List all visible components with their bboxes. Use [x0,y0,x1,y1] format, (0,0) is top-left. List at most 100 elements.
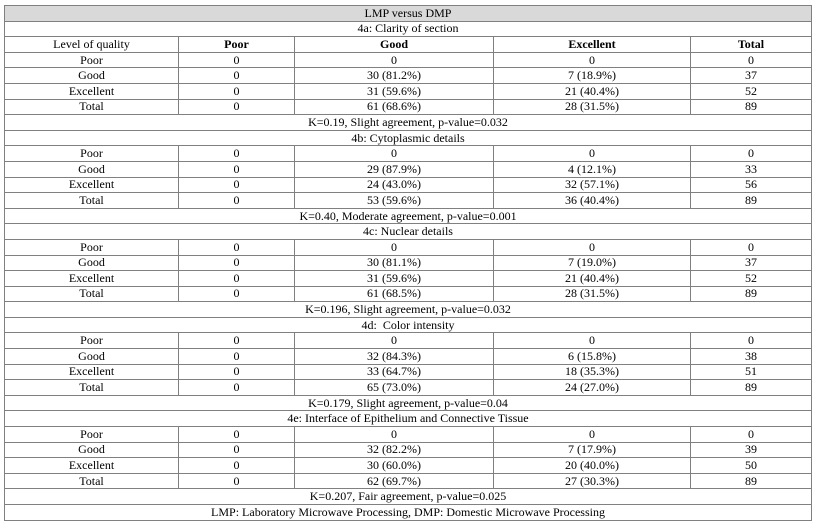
data-cell: 0 [178,67,295,84]
data-cell: 0 [689,51,813,69]
table-row: Poor 0 0 0 0 [4,51,813,69]
row-label: Excellent [4,82,179,100]
row-label: Total [4,192,179,209]
data-cell: 0 [178,270,295,287]
table-row: Poor 0 0 0 0 [4,145,813,162]
data-cell: 31 (59.6%) [294,82,494,100]
section-footer: K=0.196, Slight agreement, p-value=0.032 [3,301,813,318]
data-cell: 61 (68.5%) [294,285,494,303]
data-cell: 38 [689,348,813,365]
data-cell: 0 [294,51,494,69]
row-label: Excellent [4,176,179,194]
row-label: Poor [4,332,179,350]
data-cell: 62 (69.7%) [294,472,494,490]
table-row: LMP versus DMP [3,5,813,22]
data-cell: 30 (81.2%) [294,67,494,84]
data-cell: 0 [493,238,691,256]
data-cell: 0 [689,145,813,162]
data-cell: 32 (57.1%) [493,176,691,194]
data-cell: 51 [689,363,813,381]
row-label: Total [4,379,179,396]
table-row: LMP: Laboratory Microwave Processing, DM… [3,504,813,521]
data-cell: 89 [689,285,813,303]
row-label: Poor [4,51,179,69]
data-cell: 0 [178,145,295,162]
data-cell: 18 (35.3%) [493,363,691,381]
section-footer: K=0.19, Slight agreement, p-value=0.032 [3,114,813,131]
table-row: Poor 0 0 0 0 [4,238,813,256]
table-row: K=0.196, Slight agreement, p-value=0.032 [3,301,813,318]
data-cell: 0 [178,285,295,303]
table-row: 4c: Nuclear details [3,223,813,240]
data-cell: 0 [178,160,295,178]
table-row: Excellent 0 30 (60.0%) 20 (40.0%) 50 [4,457,813,474]
table-row: 4b: Cytoplasmic details [3,129,813,147]
table-body: LMP versus DMP 4a: Clarity of section Leve… [3,5,813,521]
table-row: Good 0 32 (82.2%) 7 (17.9%) 39 [4,441,813,459]
data-cell: 28 (31.5%) [493,285,691,303]
data-cell: 0 [178,254,295,272]
data-cell: 36 (40.4%) [493,192,691,209]
table-row: 4a: Clarity of section [3,20,813,38]
data-cell: 21 (40.4%) [493,82,691,100]
data-cell: 27 (30.3%) [493,472,691,490]
data-cell: 4 (12.1%) [493,160,691,178]
table-row: Level of quality Poor Good Excellent Total [4,36,813,53]
data-cell: 32 (82.2%) [294,441,494,459]
table-row: Excellent 0 33 (64.7%) 18 (35.3%) 51 [4,363,813,381]
data-cell: 29 (87.9%) [294,160,494,178]
data-cell: 7 (19.0%) [493,254,691,272]
section-heading: 4e: Interface of Epithelium and Connecti… [3,410,813,428]
data-cell: 0 [493,51,691,69]
data-cell: 32 (84.3%) [294,348,494,365]
data-cell: 0 [294,332,494,350]
data-cell: 0 [178,238,295,256]
table-row: Total 0 65 (73.0%) 24 (27.0%) 89 [4,379,813,396]
column-header: Poor [178,36,295,53]
table-row: Excellent 0 24 (43.0%) 32 (57.1%) 56 [4,176,813,194]
data-cell: 0 [178,441,295,459]
data-cell: 89 [689,379,813,396]
data-cell: 50 [689,457,813,474]
data-cell: 24 (43.0%) [294,176,494,194]
data-cell: 39 [689,441,813,459]
data-cell: 24 (27.0%) [493,379,691,396]
footnote: LMP: Laboratory Microwave Processing, DM… [3,504,813,521]
table-row: Poor 0 0 0 0 [4,426,813,443]
data-cell: 0 [493,332,691,350]
data-cell: 0 [178,379,295,396]
row-label: Good [4,160,179,178]
data-cell: 0 [689,238,813,256]
row-label: Excellent [4,363,179,381]
section-heading: 4d: Color intensity [3,316,813,334]
data-cell: 30 (60.0%) [294,457,494,474]
row-label: Good [4,254,179,272]
data-cell: 52 [689,82,813,100]
data-cell: 89 [689,98,813,116]
data-cell: 7 (17.9%) [493,441,691,459]
data-cell: 33 [689,160,813,178]
data-cell: 33 (64.7%) [294,363,494,381]
table-row: Good 0 29 (87.9%) 4 (12.1%) 33 [4,160,813,178]
column-header: Good [294,36,494,53]
data-cell: 31 (59.6%) [294,270,494,287]
data-cell: 53 (59.6%) [294,192,494,209]
data-cell: 89 [689,472,813,490]
data-cell: 0 [178,457,295,474]
table-row: K=0.207, Fair agreement, p-value=0.025 [3,488,813,505]
data-cell: 0 [178,51,295,69]
column-header: Total [689,36,813,53]
table-row: Good 0 30 (81.2%) 7 (18.9%) 37 [4,67,813,84]
section-heading: 4c: Nuclear details [3,223,813,240]
data-cell: 61 (68.6%) [294,98,494,116]
data-cell: 0 [294,145,494,162]
section-heading: 4b: Cytoplasmic details [3,129,813,147]
data-cell: 0 [178,192,295,209]
row-label: Total [4,285,179,303]
table-row: Total 0 61 (68.6%) 28 (31.5%) 89 [4,98,813,116]
column-header: Excellent [493,36,691,53]
data-cell: 0 [178,348,295,365]
table-row: 4d: Color intensity [3,316,813,334]
row-label: Total [4,472,179,490]
table-title: LMP versus DMP [3,5,813,22]
